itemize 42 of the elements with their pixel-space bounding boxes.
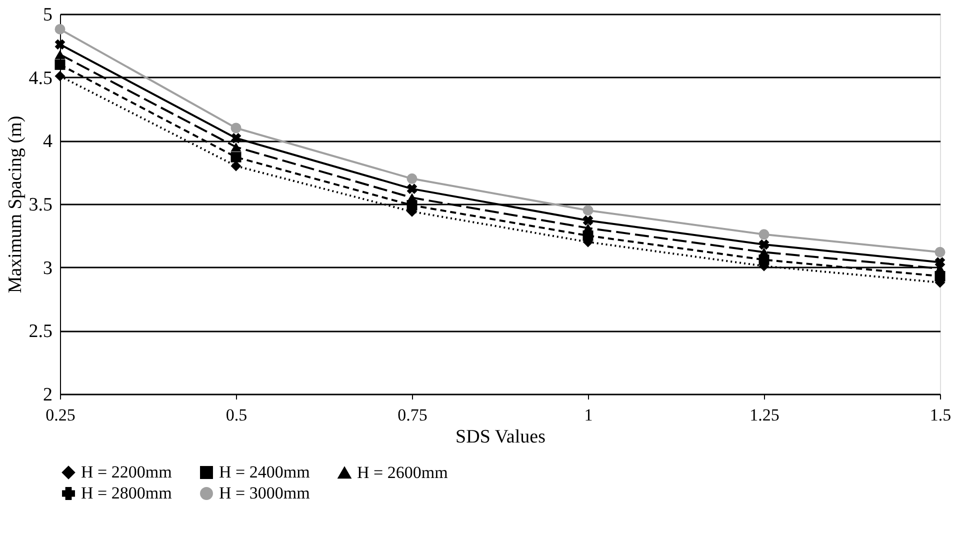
y-tick-label: 5 <box>43 4 52 26</box>
y-tick-label: 4 <box>43 131 53 152</box>
point <box>230 152 242 162</box>
x-tick-label: 0.5 <box>226 406 248 424</box>
point <box>230 132 242 144</box>
point <box>934 246 946 258</box>
point <box>54 24 66 34</box>
point <box>406 184 418 194</box>
x-axis-title: SDS Values <box>456 426 546 448</box>
legend-label: H = 2400mm <box>219 462 310 482</box>
y-tick-label: 4.5 <box>28 68 52 89</box>
point <box>758 239 770 250</box>
point <box>582 205 594 216</box>
x-tick-label: 1 <box>584 406 593 424</box>
point <box>230 160 242 172</box>
legend-label: H = 2600mm <box>357 462 448 482</box>
y-tick-label: 2.5 <box>28 321 52 342</box>
point <box>758 248 770 257</box>
point <box>54 70 66 82</box>
point <box>758 229 770 240</box>
x-tick-label: 0.75 <box>398 406 428 424</box>
point <box>54 59 66 70</box>
legend-label: H = 2200mm <box>81 462 172 482</box>
point <box>582 215 594 226</box>
y-axis-title: Maximum Spacing (m) <box>4 116 26 294</box>
x-tick-label: 1.25 <box>750 406 780 424</box>
x-tick-label: 1.5 <box>930 406 952 424</box>
point <box>934 264 946 274</box>
legend-label: H = 3000mm <box>219 484 310 502</box>
legend-label: H = 2800mm <box>81 484 172 502</box>
x-tick-label: 0.25 <box>46 406 76 424</box>
y-tick-label: 3 <box>43 258 52 279</box>
point <box>230 142 242 152</box>
point <box>54 50 66 60</box>
y-tick-label: 2 <box>43 384 52 406</box>
point <box>54 39 66 50</box>
point <box>406 193 418 202</box>
y-tick-label: 3.5 <box>28 194 52 216</box>
point <box>406 173 418 184</box>
point <box>582 224 594 233</box>
point <box>934 257 946 268</box>
point <box>230 122 242 134</box>
